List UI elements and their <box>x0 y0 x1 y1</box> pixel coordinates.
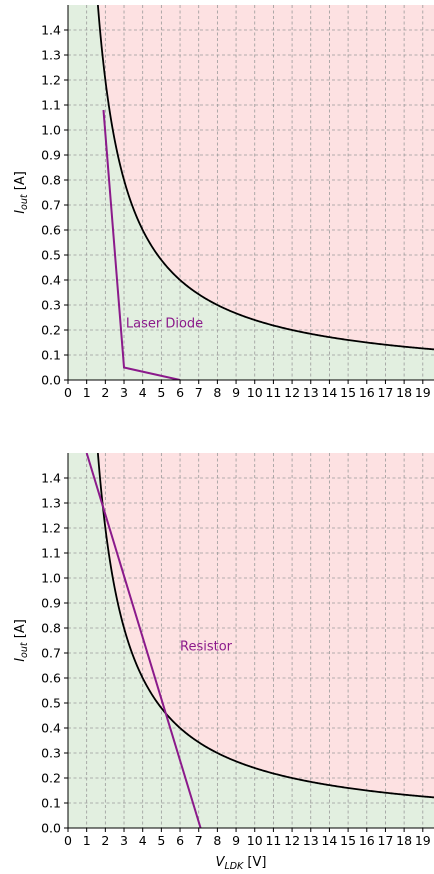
x-tick-label: 11 <box>265 833 281 848</box>
annotation-label: Resistor <box>180 640 233 655</box>
series-line <box>85 453 202 828</box>
y-axis-label: Iout [A] <box>13 619 30 662</box>
y-tick-label: 0.0 <box>41 821 61 836</box>
y-tick-label: 0.4 <box>41 721 61 736</box>
x-tick-label: 12 <box>284 833 300 848</box>
y-tick-label: 1.1 <box>41 546 61 561</box>
y-tick-label: 0.9 <box>41 596 61 611</box>
y-tick-label: 1.2 <box>41 73 61 88</box>
power-limit-curve <box>96 453 434 799</box>
x-tick-label: 11 <box>265 385 281 400</box>
x-tick-label: 3 <box>120 833 128 848</box>
x-tick-label: 15 <box>340 833 356 848</box>
annotation-label: Laser Diode <box>126 317 203 332</box>
x-tick-label: 14 <box>321 385 337 400</box>
y-tick-label: 1.4 <box>41 471 61 486</box>
x-tick-label: 5 <box>157 833 165 848</box>
y-tick-label: 0.9 <box>41 148 61 163</box>
x-tick-label: 19 <box>415 833 431 848</box>
y-tick-label: 0.7 <box>41 646 61 661</box>
y-tick-label: 0.2 <box>41 323 61 338</box>
x-tick-label: 18 <box>396 833 412 848</box>
x-axis-label: VLDK [V] <box>216 855 267 872</box>
y-tick-label: 0.2 <box>41 771 61 786</box>
x-tick-label: 9 <box>232 833 240 848</box>
y-tick-label: 0.5 <box>41 696 61 711</box>
y-tick-label: 0.8 <box>41 621 61 636</box>
y-tick-label: 0.1 <box>41 348 61 363</box>
y-tick-label: 0.1 <box>41 796 61 811</box>
x-tick-label: 6 <box>176 833 184 848</box>
x-tick-label: 4 <box>139 833 147 848</box>
x-tick-label: 13 <box>303 833 319 848</box>
y-tick-label: 1.1 <box>41 98 61 113</box>
y-tick-label: 0.0 <box>41 373 61 388</box>
x-tick-label: 16 <box>359 833 375 848</box>
x-tick-label: 18 <box>396 385 412 400</box>
x-tick-label: 12 <box>284 385 300 400</box>
y-tick-label: 0.4 <box>41 273 61 288</box>
x-tick-label: 7 <box>195 385 203 400</box>
y-tick-label: 1.3 <box>41 496 61 511</box>
x-tick-label: 13 <box>303 385 319 400</box>
y-tick-label: 0.6 <box>41 223 61 238</box>
x-tick-label: 3 <box>120 385 128 400</box>
y-tick-label: 1.2 <box>41 521 61 536</box>
safe-region <box>68 5 434 380</box>
x-tick-label: 0 <box>64 833 72 848</box>
y-tick-label: 1.3 <box>41 48 61 63</box>
x-tick-label: 7 <box>195 833 203 848</box>
power-limit-curve <box>96 5 434 351</box>
x-tick-label: 5 <box>157 385 165 400</box>
y-tick-label: 0.3 <box>41 298 61 313</box>
grid <box>68 453 434 828</box>
x-tick-label: 0 <box>64 385 72 400</box>
x-tick-label: 9 <box>232 385 240 400</box>
y-tick-label: 0.8 <box>41 173 61 188</box>
y-tick-label: 0.7 <box>41 198 61 213</box>
x-tick-label: 1 <box>83 385 91 400</box>
x-tick-label: 2 <box>101 833 109 848</box>
x-tick-label: 8 <box>213 385 221 400</box>
x-tick-label: 10 <box>247 833 263 848</box>
x-tick-label: 19 <box>415 385 431 400</box>
series-line <box>102 109 181 380</box>
x-tick-label: 17 <box>377 385 393 400</box>
x-tick-label: 8 <box>213 833 221 848</box>
x-tick-label: 6 <box>176 385 184 400</box>
x-tick-label: 2 <box>101 385 109 400</box>
y-tick-label: 1.4 <box>41 23 61 38</box>
y-tick-label: 0.6 <box>41 671 61 686</box>
x-tick-label: 14 <box>321 833 337 848</box>
x-tick-label: 16 <box>359 385 375 400</box>
x-tick-label: 10 <box>247 385 263 400</box>
y-tick-label: 0.3 <box>41 746 61 761</box>
x-tick-label: 4 <box>139 385 147 400</box>
x-tick-label: 15 <box>340 385 356 400</box>
y-axis-label: Iout [A] <box>13 171 30 214</box>
y-tick-label: 1.0 <box>41 123 61 138</box>
y-tick-label: 0.5 <box>41 248 61 263</box>
safe-region <box>68 453 434 828</box>
y-tick-label: 1.0 <box>41 571 61 586</box>
x-tick-label: 1 <box>83 833 91 848</box>
x-tick-label: 17 <box>377 833 393 848</box>
grid <box>68 5 434 380</box>
